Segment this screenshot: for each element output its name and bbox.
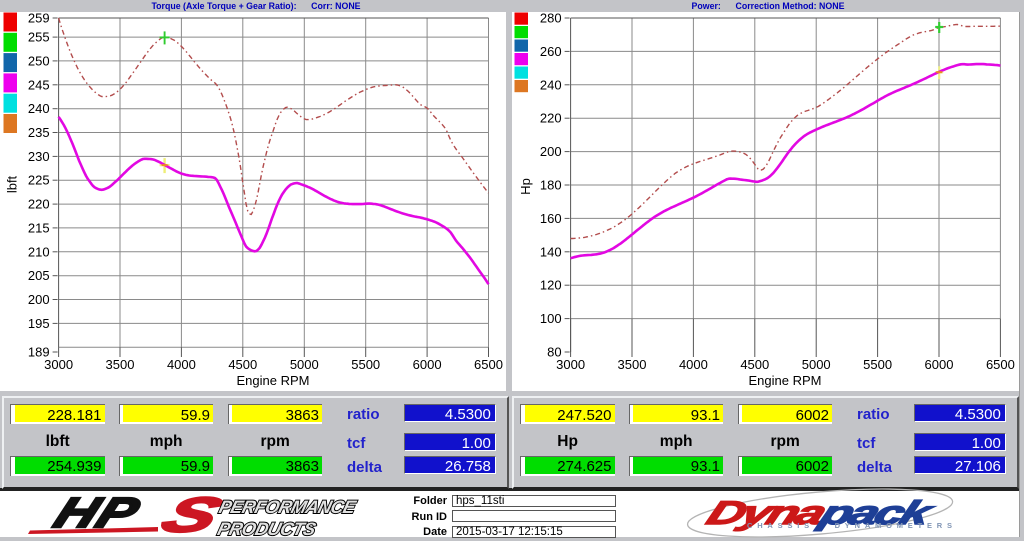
svg-text:140: 140: [540, 244, 562, 259]
svg-text:3500: 3500: [106, 357, 135, 372]
svg-text:200: 200: [28, 292, 50, 307]
svg-text:230: 230: [28, 149, 50, 164]
svg-text:lbft: lbft: [4, 175, 19, 193]
svg-text:6000: 6000: [925, 357, 954, 372]
svg-text:6500: 6500: [986, 357, 1015, 372]
svg-text:5500: 5500: [351, 357, 380, 372]
svg-text:210: 210: [28, 244, 50, 259]
svg-text:4500: 4500: [740, 357, 769, 372]
svg-text:245: 245: [28, 77, 50, 92]
svg-text:PRODUCTS: PRODUCTS: [216, 518, 318, 539]
svg-text:Engine RPM: Engine RPM: [237, 373, 310, 388]
svg-text:5000: 5000: [290, 357, 319, 372]
svg-text:Hp: Hp: [518, 178, 533, 195]
svg-text:195: 195: [28, 316, 50, 331]
svg-text:225: 225: [28, 173, 50, 188]
svg-text:Engine RPM: Engine RPM: [749, 373, 822, 388]
svg-text:259: 259: [28, 11, 50, 26]
svg-text:6500: 6500: [474, 357, 503, 372]
svg-text:240: 240: [540, 77, 562, 92]
svg-text:CHASSIS DYNAMOMETERS: CHASSIS DYNAMOMETERS: [747, 521, 957, 530]
svg-text:250: 250: [28, 53, 50, 68]
svg-text:4000: 4000: [679, 357, 708, 372]
svg-text:235: 235: [28, 125, 50, 140]
svg-text:PERFORMANCE: PERFORMANCE: [217, 496, 359, 517]
svg-text:180: 180: [540, 178, 562, 193]
svg-text:4500: 4500: [228, 357, 257, 372]
svg-text:200: 200: [540, 144, 562, 159]
svg-text:240: 240: [28, 101, 50, 116]
svg-text:3000: 3000: [44, 357, 73, 372]
svg-text:120: 120: [540, 278, 562, 293]
svg-text:220: 220: [540, 111, 562, 126]
svg-text:80: 80: [547, 345, 561, 360]
svg-text:100: 100: [540, 311, 562, 326]
svg-text:5500: 5500: [863, 357, 892, 372]
svg-text:255: 255: [28, 30, 50, 45]
svg-text:220: 220: [28, 197, 50, 212]
svg-text:6000: 6000: [413, 357, 442, 372]
svg-text:260: 260: [540, 44, 562, 59]
svg-text:3500: 3500: [618, 357, 647, 372]
svg-text:215: 215: [28, 220, 50, 235]
svg-text:205: 205: [28, 268, 50, 283]
svg-text:189: 189: [28, 345, 50, 360]
svg-text:5000: 5000: [802, 357, 831, 372]
svg-text:280: 280: [540, 11, 562, 26]
svg-text:3000: 3000: [556, 357, 585, 372]
svg-text:Dynapack: Dynapack: [702, 495, 940, 532]
svg-text:4000: 4000: [167, 357, 196, 372]
svg-text:160: 160: [540, 211, 562, 226]
